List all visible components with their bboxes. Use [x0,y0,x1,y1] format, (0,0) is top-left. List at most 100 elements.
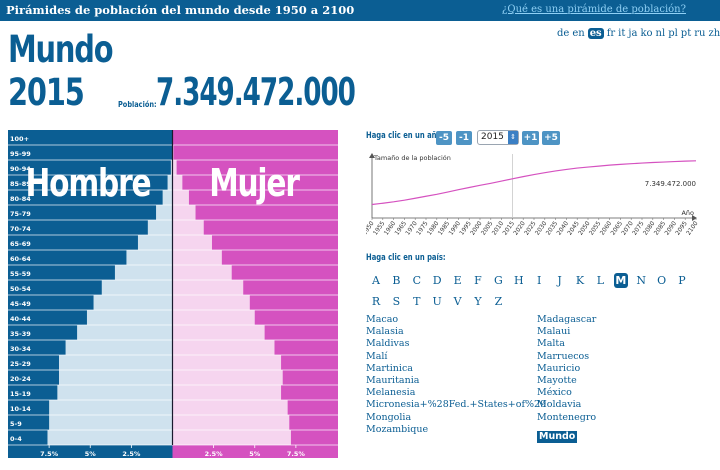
letter-v[interactable]: V [453,295,462,308]
country-link[interactable]: Mayotte [537,374,577,386]
language-option-ja[interactable]: ja [628,28,638,39]
year-tick-label: 2100 [685,220,700,237]
y-axis-arrow-icon [369,153,375,158]
population-trend-chart[interactable]: 7.349.472.000 Tamaño de la población Año 19… [366,150,706,245]
letter-t[interactable]: T [413,295,421,308]
age-group-label: 65-69 [10,240,31,248]
age-group-label: 55-59 [10,270,31,278]
letter-b[interactable]: B [392,274,401,287]
population-value: 7.349.472.000 [156,70,356,114]
language-option-zh[interactable]: zh [708,28,720,39]
letter-p[interactable]: P [678,274,686,287]
age-group-label: 95-99 [10,150,31,158]
letter-s[interactable]: S [392,295,401,308]
letter-j[interactable]: J [557,274,562,287]
letter-o[interactable]: O [657,274,667,287]
country-link[interactable]: Malaui [537,326,571,338]
country-link[interactable]: Mauricio [537,362,581,374]
letter-r[interactable]: R [371,295,381,308]
letter-m[interactable]: M [613,273,628,288]
age-group-label: 5-9 [10,420,22,428]
letter-a[interactable]: A [372,274,380,287]
country-link[interactable]: Malasia [366,326,404,338]
age-group-label: 40-44 [10,315,31,323]
letter-g[interactable]: G [493,274,503,287]
age-group-label: 35-39 [10,330,31,338]
country-link[interactable]: Moldavia [537,399,582,411]
language-option-pl[interactable]: pl [668,28,678,39]
country-link[interactable]: México [537,387,572,399]
country-link[interactable]: Mongolia [366,411,412,423]
x-tick-label: 7.5% [287,450,306,458]
x-tick-label: 2.5% [122,450,141,458]
letter-y[interactable]: Y [474,295,482,308]
language-option-ko[interactable]: ko [640,28,653,39]
country-link[interactable]: Macao [366,314,399,325]
language-option-pt[interactable]: pt [680,28,692,39]
pyramid-info-link[interactable]: ¿Qué es una pirámide de población? [502,4,686,15]
country-link[interactable]: Mundo [537,430,578,443]
age-group-label: 60-64 [10,255,31,263]
letter-c[interactable]: C [412,274,421,287]
country-link[interactable]: Martinica [366,362,413,374]
plus-1-button[interactable]: +1 [522,131,539,145]
country-link[interactable]: Malí [366,350,388,362]
country-link[interactable]: Marruecos [537,350,590,362]
age-group-label: 50-54 [10,285,31,293]
population-pyramid-chart: 100+ 95-99 90-94 85-89 80-84 75-79 70-74 65-69 6… [8,130,338,458]
letter-i[interactable]: I [537,274,542,287]
x-tick-label: 5% [85,450,97,458]
age-group-label: 80-84 [10,195,31,203]
language-option-fr[interactable]: fr [606,28,616,39]
age-group-label: 100+ [10,135,29,143]
country-link[interactable]: Malta [537,338,565,350]
letter-n[interactable]: N [636,274,646,287]
age-group-label: 70-74 [10,225,31,233]
highlight-value-label: 7.349.472.000 [645,180,696,188]
country-list-right: Madagascar Malaui Malta Marruecos Mauricio Ma… [537,314,707,443]
language-option-ru[interactable]: ru [694,28,706,39]
language-option-es[interactable]: es [587,28,604,39]
male-series-label: Hombre [26,161,151,206]
country-link[interactable]: Micronesia+%28Fed.+States+of%29 [366,399,547,411]
letter-d[interactable]: D [432,274,442,287]
language-option-nl[interactable]: nl [655,28,666,39]
letter-f[interactable]: F [474,274,482,287]
year-select[interactable]: 2015 ⇕ [477,130,519,145]
region-name: Mundo [8,28,114,71]
app-title: Pirámides de población del mundo desde 1… [6,3,355,17]
select-spinner-icon: ⇕ [508,131,518,144]
x-tick-label: 2.5% [205,450,224,458]
age-group-label: 15-19 [10,390,31,398]
letter-h[interactable]: H [514,274,524,287]
x-axis-title: Año [681,209,694,217]
female-population-area [172,130,291,445]
male-population-area [47,130,173,445]
x-tick-label: 5% [249,450,261,458]
minus-1-button[interactable]: -1 [456,131,472,145]
language-option-it[interactable]: it [618,28,626,39]
minus-5-button[interactable]: -5 [436,131,452,145]
y-axis-title: Tamaño de la población [373,154,451,162]
letter-e[interactable]: E [453,274,462,287]
language-option-en[interactable]: en [572,28,585,39]
plus-5-button[interactable]: +5 [542,131,560,145]
age-group-label: 20-24 [10,375,31,383]
country-link[interactable]: Mauritania [366,374,420,386]
letter-z[interactable]: Z [494,295,503,308]
year-tick-label: 1950 [366,220,376,237]
age-group-label: 0-4 [10,435,22,443]
letter-k[interactable]: K [575,274,585,287]
country-link[interactable]: Mozambique [366,423,429,435]
year-prompt-label: Haga clic en un año: [366,131,444,141]
age-group-label: 25-29 [10,360,31,368]
language-option-de[interactable]: de [557,28,570,39]
country-link[interactable]: Madagascar [537,314,597,325]
country-link[interactable]: Montenegro [537,411,597,423]
country-link[interactable]: Maldivas [366,338,410,350]
country-link[interactable]: Melanesia [366,387,416,399]
country-prompt-label: Haga clic en un país: [366,253,446,263]
letter-l[interactable]: L [596,274,605,287]
letter-u[interactable]: U [432,295,442,308]
age-group-label: 75-79 [10,210,31,218]
